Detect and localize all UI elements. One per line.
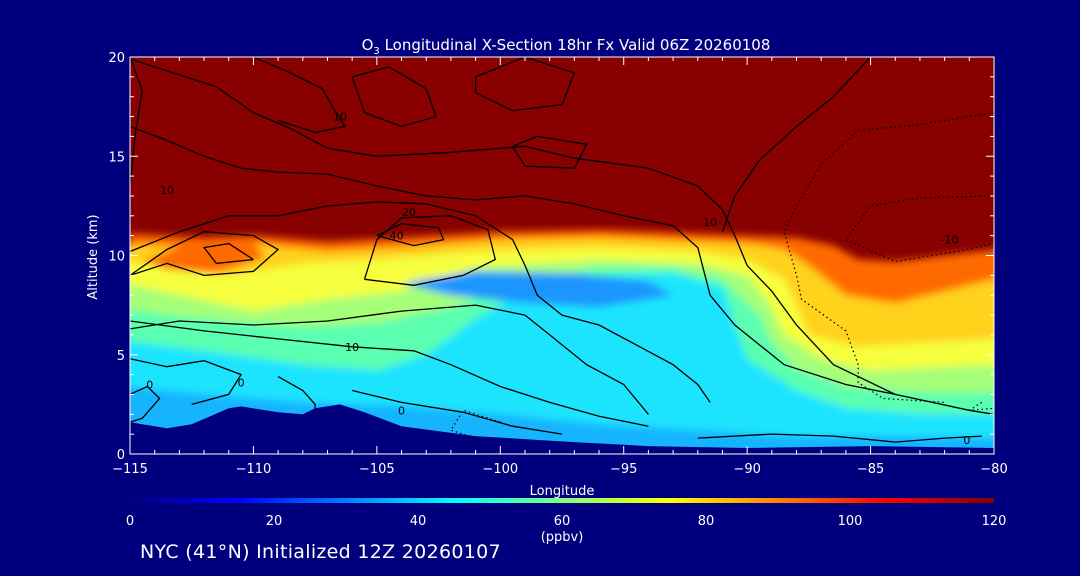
- x-tick-label-3: −100: [482, 462, 518, 477]
- x-tick-label-4: −95: [610, 462, 637, 477]
- colorbar-gradient: [130, 498, 994, 503]
- contour-line-11: [277, 376, 316, 409]
- field-layer: 10 10 20 40 10 -10 10 0 0 0 0: [130, 57, 994, 454]
- contour-label-1: 10: [160, 184, 174, 197]
- contour-line-19: [721, 57, 872, 232]
- contour-line-negative-0: [783, 112, 994, 403]
- x-tick-label-5: −90: [733, 462, 760, 477]
- caption: NYC (41°N) Initialized 12Z 20260107: [140, 541, 501, 563]
- colorbar-label: (ppbv): [541, 530, 584, 545]
- contour-line-6: [363, 215, 497, 286]
- contour-lines: [130, 57, 994, 443]
- colorbar-tick-label-2: 40: [410, 514, 427, 529]
- contour-label-2: 20: [402, 206, 416, 219]
- contour-line-1: [130, 125, 896, 396]
- contour-line-10: [130, 385, 161, 423]
- y-tick-label-4: 20: [108, 51, 125, 66]
- contour-label-4: 10: [703, 216, 717, 229]
- terrain: [130, 404, 994, 454]
- contour-label-9: 0: [398, 404, 405, 417]
- contour-line-5: [376, 223, 445, 247]
- contour-line-2: [130, 201, 711, 403]
- x-tick-label-1: −110: [236, 462, 272, 477]
- contour-line-8: [130, 304, 649, 415]
- contour-label-6: 10: [345, 341, 359, 354]
- contour-label-10: 0: [963, 434, 970, 447]
- contour-label-0: 10: [333, 111, 347, 124]
- x-axis-ticks: [129, 57, 995, 454]
- contour-line-17: [474, 57, 576, 112]
- contour-label-8: 0: [238, 377, 245, 390]
- contour-line-7: [130, 320, 649, 427]
- x-axis-label: Longitude: [530, 484, 595, 499]
- contour-line-14: [130, 57, 143, 187]
- chart-title: O3 Longitudinal X-Section 18hr Fx Valid …: [362, 36, 771, 57]
- contour-label-3: 40: [390, 230, 404, 243]
- contour-line-negative-3: [968, 401, 994, 411]
- contour-line-3: [130, 231, 280, 277]
- contour-line-13: [697, 433, 982, 443]
- colorbar-tick-label-5: 100: [838, 514, 863, 529]
- x-tick-label-0: −115: [112, 462, 148, 477]
- y-tick-label-3: 15: [108, 150, 125, 165]
- y-axis-ticks: [130, 56, 994, 455]
- colorbar: 0 20 40 60 80 100 120: [126, 498, 1007, 529]
- contour-line-18: [512, 135, 588, 169]
- contour-label-7: 0: [146, 379, 153, 392]
- y-axis-label: Altitude (km): [86, 214, 101, 299]
- colorbar-tick-label-3: 60: [554, 514, 571, 529]
- colorbar-tick-label-4: 80: [698, 514, 715, 529]
- colorbar-tick-label-1: 20: [266, 514, 283, 529]
- contour-line-0: [130, 58, 994, 415]
- contour-label-5: -10: [941, 234, 959, 247]
- contour-line-16: [351, 66, 437, 128]
- x-tick-label-7: −80: [980, 462, 1007, 477]
- y-tick-label-1: 5: [117, 349, 125, 364]
- colorbar-tick-label-0: 0: [126, 514, 134, 529]
- contour-line-4: [202, 242, 254, 265]
- y-tick-label-2: 10: [108, 250, 125, 265]
- contour-line-12: [352, 389, 563, 435]
- contour-lines-negative: [449, 112, 994, 443]
- y-tick-label-0: 0: [117, 448, 125, 463]
- field-band-34: [401, 271, 674, 308]
- contour-line-15: [253, 57, 346, 134]
- x-tick-label-6: −85: [857, 462, 884, 477]
- contour-line-negative-2: [449, 409, 501, 443]
- colorbar-tick-label-6: 120: [982, 514, 1007, 529]
- contour-line-9: [130, 358, 243, 406]
- x-tick-label-2: −105: [359, 462, 395, 477]
